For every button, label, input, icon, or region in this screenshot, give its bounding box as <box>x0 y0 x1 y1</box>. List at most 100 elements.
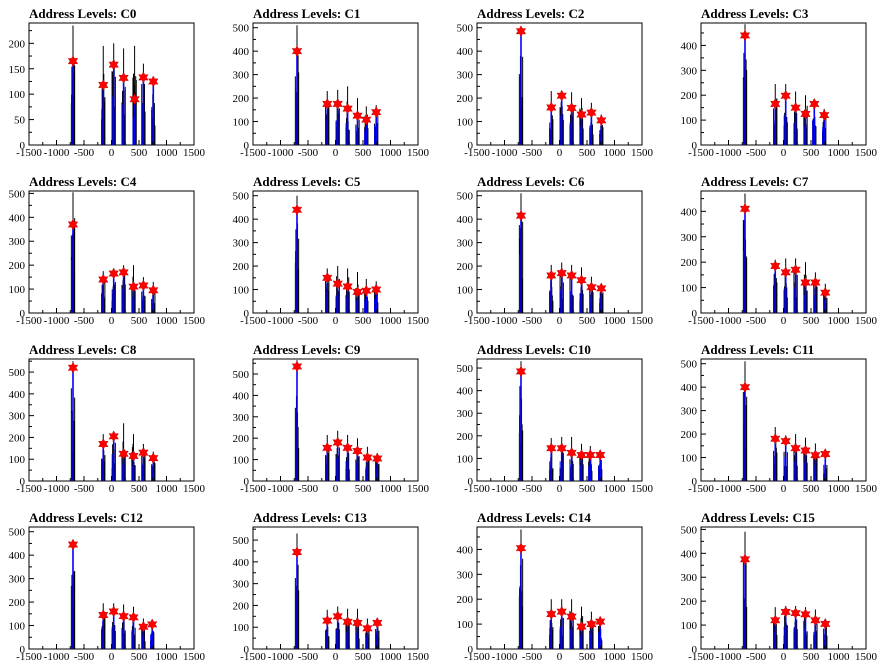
x-tick-label: -1500 <box>16 651 42 663</box>
panel-title: Address Levels: C12 <box>29 510 143 525</box>
x-tick-label: 1000 <box>156 147 179 159</box>
peak-marker <box>800 608 811 621</box>
x-tick-label: 500 <box>355 147 372 159</box>
peak-marker <box>148 452 159 465</box>
y-tick-label: 400 <box>9 389 26 401</box>
x-tick-label: -1000 <box>716 315 742 327</box>
peak-marker <box>291 546 303 559</box>
peak-marker <box>67 361 79 374</box>
x-tick-label: -1000 <box>716 147 742 159</box>
x-tick-label: 1500 <box>631 147 654 159</box>
panel-title: Address Levels: C5 <box>253 174 361 189</box>
y-tick-label: 0 <box>468 308 474 320</box>
peak-marker <box>515 25 527 38</box>
x-tick-label: 1500 <box>631 315 654 327</box>
x-tick-label: 0 <box>557 483 563 495</box>
peak-marker <box>586 106 597 119</box>
chart-panel: Address Levels: C20100200300400500-1500-… <box>457 6 654 159</box>
peak-marker <box>546 269 557 282</box>
chart-panel: Address Levels: C80100200300400500-1500-… <box>9 342 206 495</box>
y-tick-label: 200 <box>681 257 698 269</box>
x-tick-label: 1500 <box>183 147 206 159</box>
y-tick-label: 300 <box>9 574 26 586</box>
x-tick-label: 500 <box>803 483 820 495</box>
x-tick-label: 1000 <box>380 315 403 327</box>
peak-marker <box>819 109 830 122</box>
x-tick-label: -500 <box>74 483 95 495</box>
y-tick-label: 100 <box>233 285 250 297</box>
peak-marker <box>556 89 567 102</box>
x-tick-label: 1500 <box>855 315 878 327</box>
y-tick-label: 300 <box>457 408 474 420</box>
y-tick-label: 400 <box>681 40 698 52</box>
y-tick-label: 500 <box>457 363 474 375</box>
x-tick-label: 1000 <box>156 483 179 495</box>
x-tick-label: -1500 <box>464 483 490 495</box>
chart-panel: Address Levels: C7 0 100 200 300 400 -1500 -100… <box>681 174 878 327</box>
y-tick-label: 100 <box>9 454 26 466</box>
panel-title: Address Levels: C6 <box>477 174 585 189</box>
peak-marker <box>322 97 333 110</box>
y-tick-label: 300 <box>233 579 250 591</box>
plot-frame <box>700 358 867 482</box>
peak-marker <box>596 114 607 127</box>
x-tick-label: 1500 <box>183 483 206 495</box>
x-tick-label: -1500 <box>240 147 266 159</box>
peak-marker <box>362 622 373 635</box>
y-tick-label: 400 <box>681 548 698 560</box>
x-tick-label: -1500 <box>240 483 266 495</box>
peak-marker <box>586 618 597 631</box>
y-tick-label: 300 <box>681 232 698 244</box>
y-tick-label: 200 <box>457 431 474 443</box>
x-tick-label: -500 <box>298 147 319 159</box>
panel-title: Address Levels: C14 <box>477 510 591 525</box>
x-tick-label: 1500 <box>631 483 654 495</box>
x-tick-label: 1500 <box>407 483 430 495</box>
plot-frame <box>476 526 643 650</box>
y-tick-label: 100 <box>681 620 698 632</box>
y-tick-label: 300 <box>457 70 474 82</box>
peak-marker <box>352 285 363 298</box>
x-tick-label: -500 <box>522 147 543 159</box>
x-tick-label: -500 <box>74 315 95 327</box>
peak-marker <box>780 435 791 448</box>
peak-marker <box>566 269 577 282</box>
plot-frame <box>476 358 643 482</box>
y-tick-label: 0 <box>468 140 474 152</box>
panel-title: Address Levels: C7 <box>701 174 809 189</box>
x-tick-label: -1000 <box>492 147 518 159</box>
peak-marker <box>118 447 129 460</box>
peak-marker <box>566 610 577 623</box>
y-tick-label: 150 <box>9 64 26 76</box>
peak-marker <box>118 610 129 623</box>
x-tick-label: 1500 <box>855 651 878 663</box>
y-tick-label: 0 <box>692 140 698 152</box>
x-tick-label: 500 <box>355 483 372 495</box>
y-tick-label: 0 <box>692 308 698 320</box>
x-tick-label: 0 <box>109 147 115 159</box>
y-tick-label: 200 <box>9 38 26 50</box>
peak-marker <box>820 617 831 630</box>
peak-marker <box>790 442 801 455</box>
peak-marker <box>739 381 751 394</box>
y-tick-label: 200 <box>681 429 698 441</box>
x-tick-label: -1500 <box>688 147 714 159</box>
y-tick-label: 300 <box>681 406 698 418</box>
peak-marker <box>67 55 79 68</box>
peak-marker <box>128 280 139 293</box>
peak-marker <box>515 365 527 378</box>
panel-title: Address Levels: C3 <box>701 6 809 21</box>
panel-title: Address Levels: C9 <box>253 342 361 357</box>
peak-marker <box>342 280 353 293</box>
x-tick-label: 1000 <box>380 147 403 159</box>
y-tick-label: 500 <box>233 191 250 203</box>
y-tick-label: 300 <box>457 238 474 250</box>
chart-panel: Address Levels: C40100200300400500-1500-… <box>9 174 206 327</box>
peak-marker <box>372 616 383 629</box>
x-tick-label: 500 <box>803 147 820 159</box>
peak-marker <box>585 449 596 461</box>
y-tick-label: 300 <box>233 70 250 82</box>
y-tick-label: 400 <box>681 382 698 394</box>
y-tick-label: 0 <box>244 140 250 152</box>
y-tick-label: 300 <box>681 572 698 584</box>
